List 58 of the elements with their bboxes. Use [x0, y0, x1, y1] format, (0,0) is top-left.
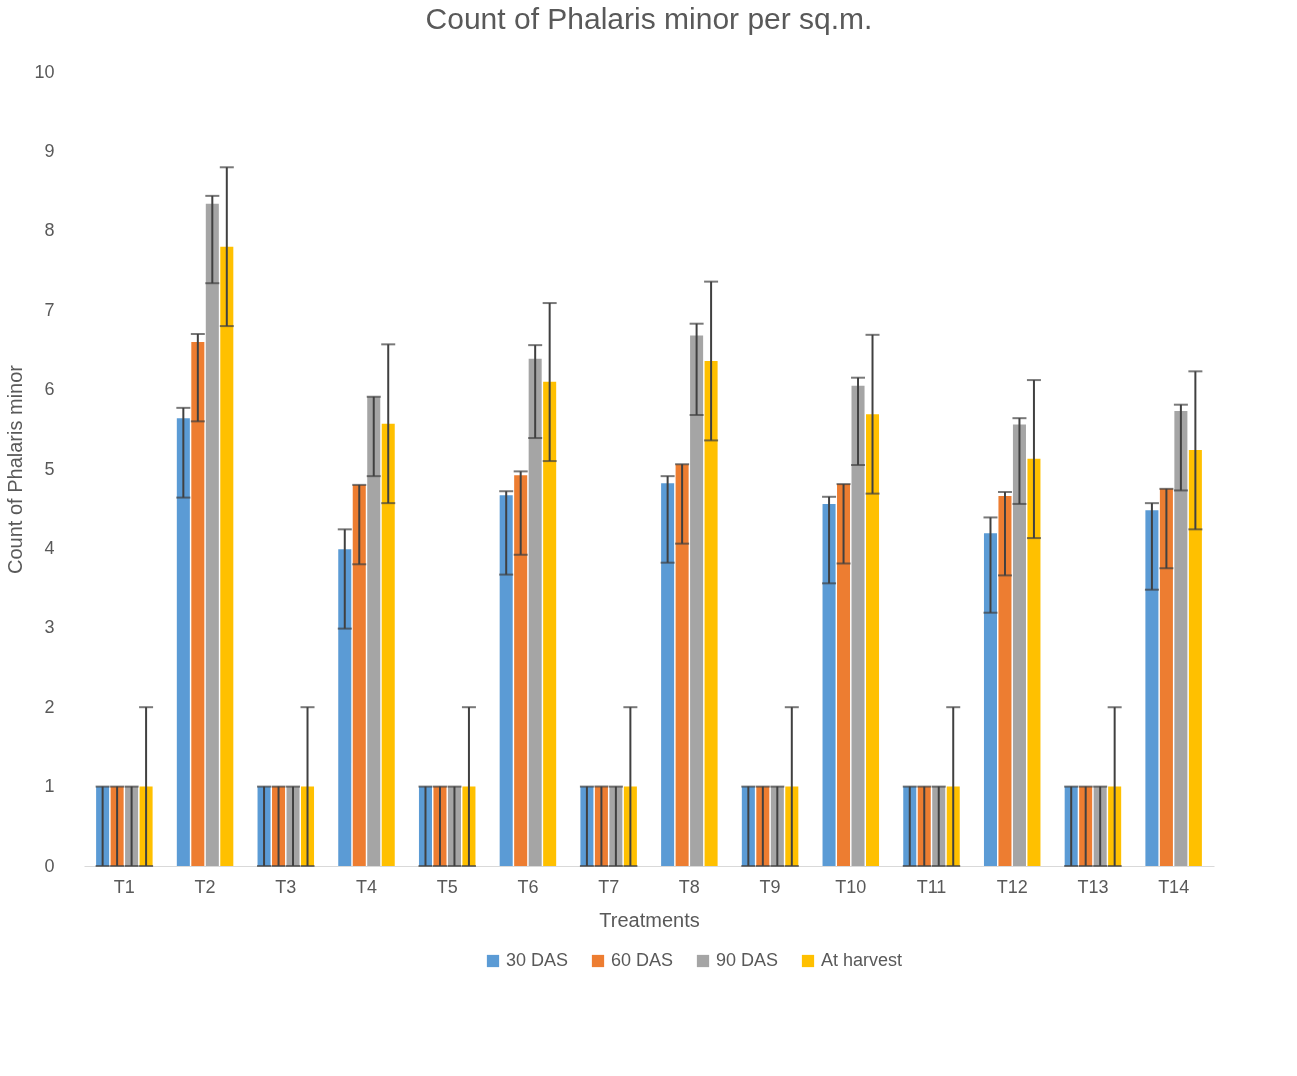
bar — [983, 533, 997, 866]
bar — [690, 335, 704, 866]
bar — [338, 549, 352, 866]
bar — [1145, 510, 1159, 866]
bar — [1174, 411, 1188, 866]
bar — [176, 418, 190, 866]
x-tick-label: T7 — [598, 876, 620, 897]
x-tick-label: T13 — [1077, 876, 1109, 897]
y-axis-title: Count of Phalaris minor — [4, 364, 27, 574]
bar — [220, 246, 234, 866]
y-tick-label: 10 — [34, 61, 55, 82]
x-tick-label: T1 — [113, 876, 135, 897]
x-axis-title: Treatments — [599, 908, 700, 931]
bar — [661, 483, 675, 866]
bar — [191, 341, 205, 866]
bar — [851, 385, 865, 866]
x-tick-label: T14 — [1158, 876, 1190, 897]
bar — [205, 203, 219, 866]
bar — [998, 496, 1012, 866]
x-tick-label: T5 — [436, 876, 458, 897]
x-tick-label: T12 — [996, 876, 1028, 897]
x-tick-label: T6 — [517, 876, 539, 897]
y-tick-label: 4 — [44, 537, 55, 558]
y-tick-label: 7 — [44, 299, 55, 320]
x-tick-label: T3 — [275, 876, 297, 897]
x-tick-label: T11 — [916, 876, 947, 897]
x-tick-label: T8 — [678, 876, 700, 897]
bar — [675, 464, 689, 866]
bar — [367, 396, 381, 866]
legend-label: 30 DAS — [506, 950, 569, 970]
bar — [543, 381, 557, 866]
bar — [352, 484, 366, 866]
bar — [528, 358, 542, 866]
bar — [866, 414, 880, 866]
y-tick-label: 0 — [44, 855, 55, 876]
bar — [1012, 424, 1026, 866]
y-tick-label: 1 — [44, 776, 55, 797]
bar — [822, 503, 836, 866]
bar — [1027, 458, 1041, 866]
y-tick-label: 6 — [44, 379, 55, 400]
y-tick-label: 8 — [44, 220, 55, 241]
bar — [1188, 449, 1202, 866]
bar — [381, 423, 395, 866]
legend-label: At harvest — [821, 950, 903, 970]
y-tick-label: 3 — [44, 617, 55, 638]
bar — [837, 484, 851, 866]
legend-label: 90 DAS — [716, 950, 779, 970]
y-tick-label: 9 — [44, 140, 55, 161]
chart-title: Count of Phalaris minor per sq.m. — [425, 2, 873, 35]
bar — [1159, 488, 1173, 866]
x-tick-label: T9 — [759, 876, 781, 897]
bar — [704, 361, 718, 866]
x-tick-label: T4 — [355, 876, 378, 897]
x-tick-label: T10 — [835, 876, 867, 897]
legend-label: 60 DAS — [611, 950, 674, 970]
x-tick-label: T2 — [194, 876, 216, 897]
y-tick-label: 5 — [44, 458, 55, 479]
y-tick-label: 2 — [44, 696, 55, 717]
